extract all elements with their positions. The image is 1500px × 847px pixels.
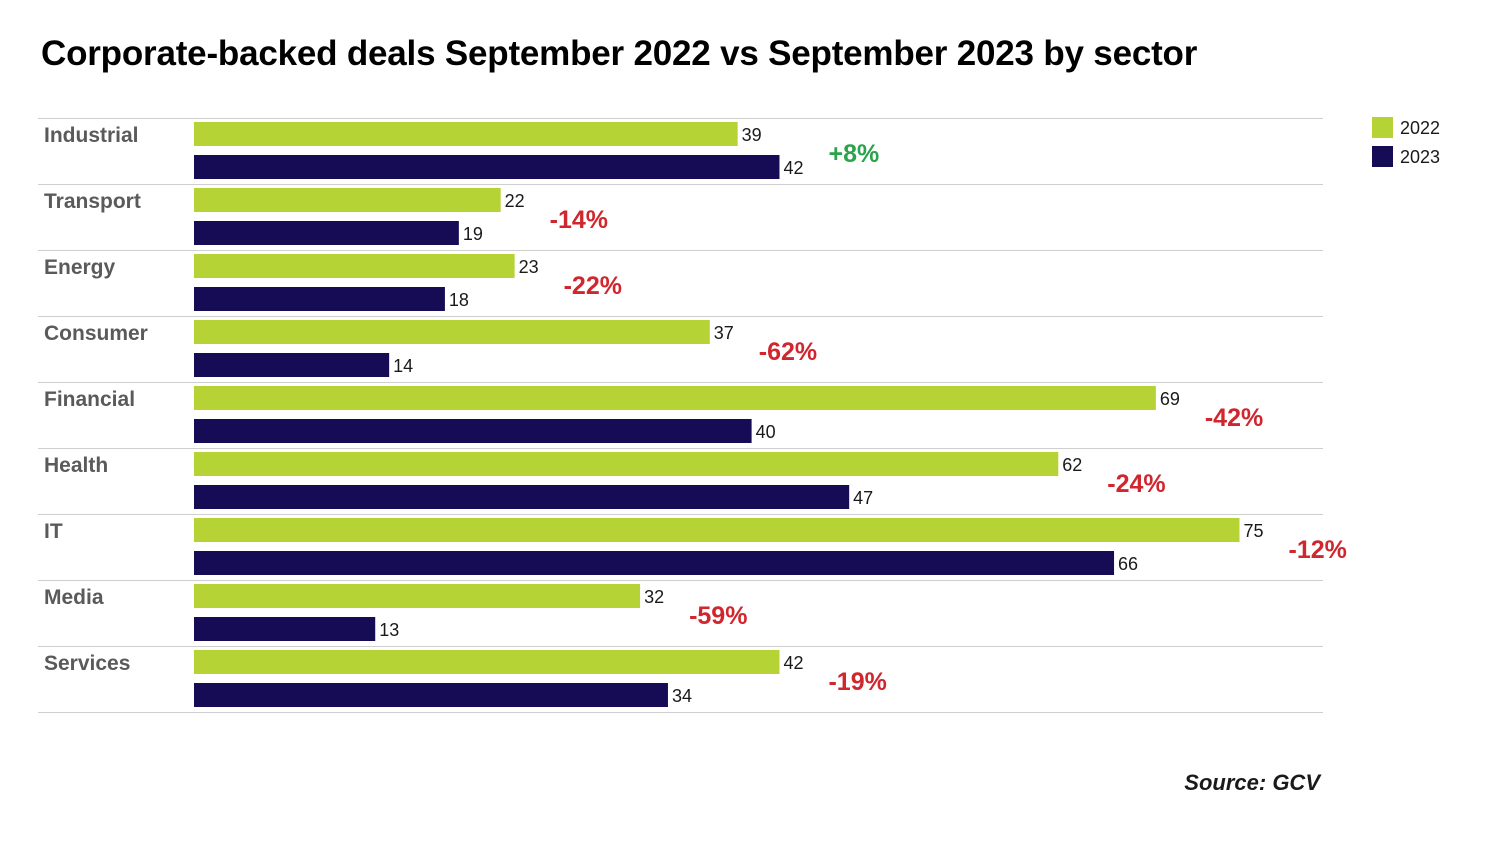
bar-2023 (194, 551, 1115, 575)
data-label: 34 (672, 686, 692, 706)
change-label: -22% (564, 272, 622, 300)
category-label: Media (44, 586, 104, 609)
change-label: -19% (828, 668, 886, 696)
legend-swatch-2023 (1372, 146, 1393, 167)
legend-label: 2023 (1400, 147, 1440, 167)
category-label: Health (44, 454, 108, 477)
data-label: 69 (1160, 389, 1180, 409)
data-label: 47 (853, 488, 873, 508)
data-label: 39 (742, 125, 762, 145)
data-label: 42 (783, 158, 803, 178)
bar-2023 (194, 419, 752, 443)
data-label: 75 (1244, 521, 1264, 541)
data-label: 40 (756, 422, 776, 442)
category-label: Consumer (44, 322, 148, 345)
bar-2023 (194, 221, 459, 245)
data-label: 18 (449, 290, 469, 310)
bar-2022 (194, 320, 710, 344)
data-label: 22 (505, 191, 525, 211)
data-label: 66 (1118, 554, 1138, 574)
bar-2022 (194, 386, 1156, 410)
data-label: 32 (644, 587, 664, 607)
change-label: +8% (828, 140, 879, 168)
bar-2022 (194, 452, 1059, 476)
bar-2023 (194, 287, 445, 311)
category-label: IT (44, 520, 63, 543)
data-label: 13 (379, 620, 399, 640)
change-label: -12% (1289, 536, 1347, 564)
data-label: 14 (393, 356, 413, 376)
data-label: 62 (1062, 455, 1082, 475)
change-label: -24% (1107, 470, 1165, 498)
bar-2023 (194, 683, 668, 707)
source-note: Source: GCV (1184, 770, 1320, 795)
category-label: Financial (44, 388, 135, 411)
bar-2023 (194, 617, 376, 641)
bar-2022 (194, 122, 738, 146)
data-label: 19 (463, 224, 483, 244)
bar-2022 (194, 518, 1240, 542)
category-label: Energy (44, 256, 116, 279)
bar-2023 (194, 485, 850, 509)
category-label: Industrial (44, 124, 139, 147)
bar-2022 (194, 188, 501, 212)
bar-2023 (194, 155, 780, 179)
bar-2023 (194, 353, 390, 377)
bar-2022 (194, 254, 515, 278)
legend-swatch-2022 (1372, 117, 1393, 138)
data-label: 37 (714, 323, 734, 343)
category-label: Services (44, 652, 130, 675)
change-label: -42% (1205, 404, 1263, 432)
change-label: -14% (550, 206, 608, 234)
change-label: -62% (759, 338, 817, 366)
category-label: Transport (44, 190, 141, 213)
bar-2022 (194, 650, 780, 674)
change-label: -59% (689, 602, 747, 630)
data-label: 23 (519, 257, 539, 277)
data-label: 42 (783, 653, 803, 673)
bar-2022 (194, 584, 641, 608)
page-title: Corporate-backed deals September 2022 vs… (41, 34, 1198, 73)
legend-label: 2022 (1400, 118, 1440, 138)
